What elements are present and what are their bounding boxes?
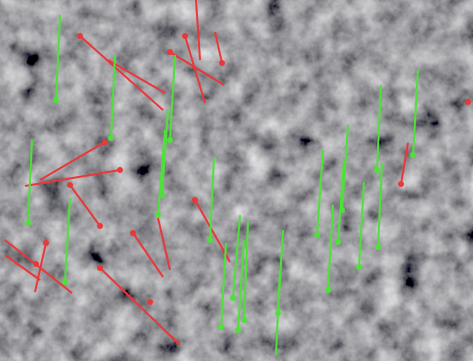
image xyxy=(0,0,473,361)
page: (() => { const data = JSON.parse(documen… xyxy=(0,0,473,361)
